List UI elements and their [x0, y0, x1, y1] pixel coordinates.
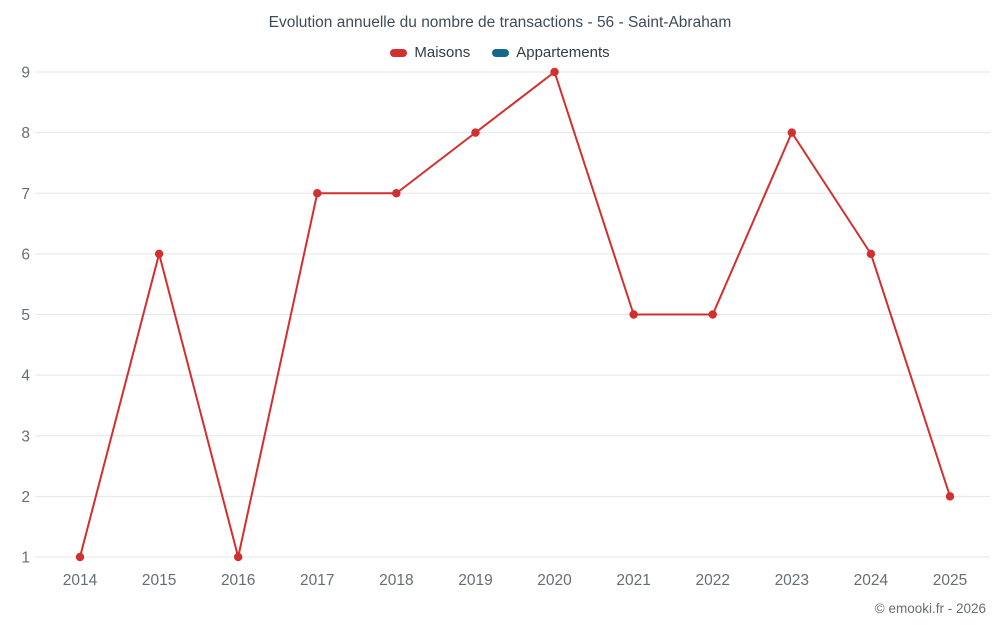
- x-tick-label: 2025: [933, 572, 967, 589]
- x-tick-label: 2020: [537, 572, 572, 589]
- x-tick-label: 2021: [616, 572, 650, 589]
- legend-label-maisons: Maisons: [414, 44, 471, 61]
- x-tick-label: 2019: [458, 572, 492, 589]
- attribution-text: © emooki.fr - 2026: [874, 601, 986, 616]
- x-tick-label: 2014: [63, 572, 98, 589]
- data-point[interactable]: [75, 552, 85, 562]
- y-tick-label: 4: [21, 368, 30, 385]
- series-line-maisons: [79, 71, 951, 558]
- x-tick-label: 2016: [221, 572, 255, 589]
- legend-item-appartements[interactable]: Appartements: [492, 44, 610, 61]
- y-tick-label: 6: [21, 246, 30, 263]
- x-tick-label: 2018: [379, 572, 413, 589]
- chart-title: Evolution annuelle du nombre de transact…: [268, 14, 732, 31]
- data-point[interactable]: [392, 189, 401, 198]
- maisons-legend-marker-icon: [390, 48, 408, 57]
- y-tick-label: 9: [21, 65, 30, 82]
- y-tick-label: 7: [21, 186, 30, 203]
- data-point[interactable]: [550, 67, 559, 77]
- data-point[interactable]: [866, 249, 876, 259]
- y-tick-label: 8: [21, 125, 30, 142]
- data-point[interactable]: [945, 492, 955, 501]
- data-point[interactable]: [629, 310, 638, 319]
- legend-item-maisons[interactable]: Maisons: [390, 44, 470, 61]
- y-tick-label: 2: [21, 489, 30, 506]
- legend-label-appartements: Appartements: [516, 44, 610, 61]
- x-tick-label: 2024: [854, 572, 889, 589]
- data-point[interactable]: [787, 128, 797, 137]
- x-tick-label: 2022: [695, 572, 729, 589]
- y-tick-label: 5: [21, 307, 30, 324]
- x-tick-label: 2015: [142, 572, 176, 589]
- data-point[interactable]: [154, 249, 164, 259]
- data-point[interactable]: [708, 310, 717, 319]
- data-point[interactable]: [233, 552, 243, 562]
- appartements-legend-marker-icon: [492, 48, 510, 57]
- y-tick-label: 1: [21, 550, 30, 567]
- data-point[interactable]: [313, 189, 322, 198]
- y-tick-label: 3: [21, 428, 30, 445]
- data-point[interactable]: [471, 128, 480, 137]
- x-tick-label: 2017: [300, 572, 334, 589]
- chart-legend: Maisons Appartements: [0, 44, 1000, 61]
- x-tick-label: 2023: [775, 572, 809, 589]
